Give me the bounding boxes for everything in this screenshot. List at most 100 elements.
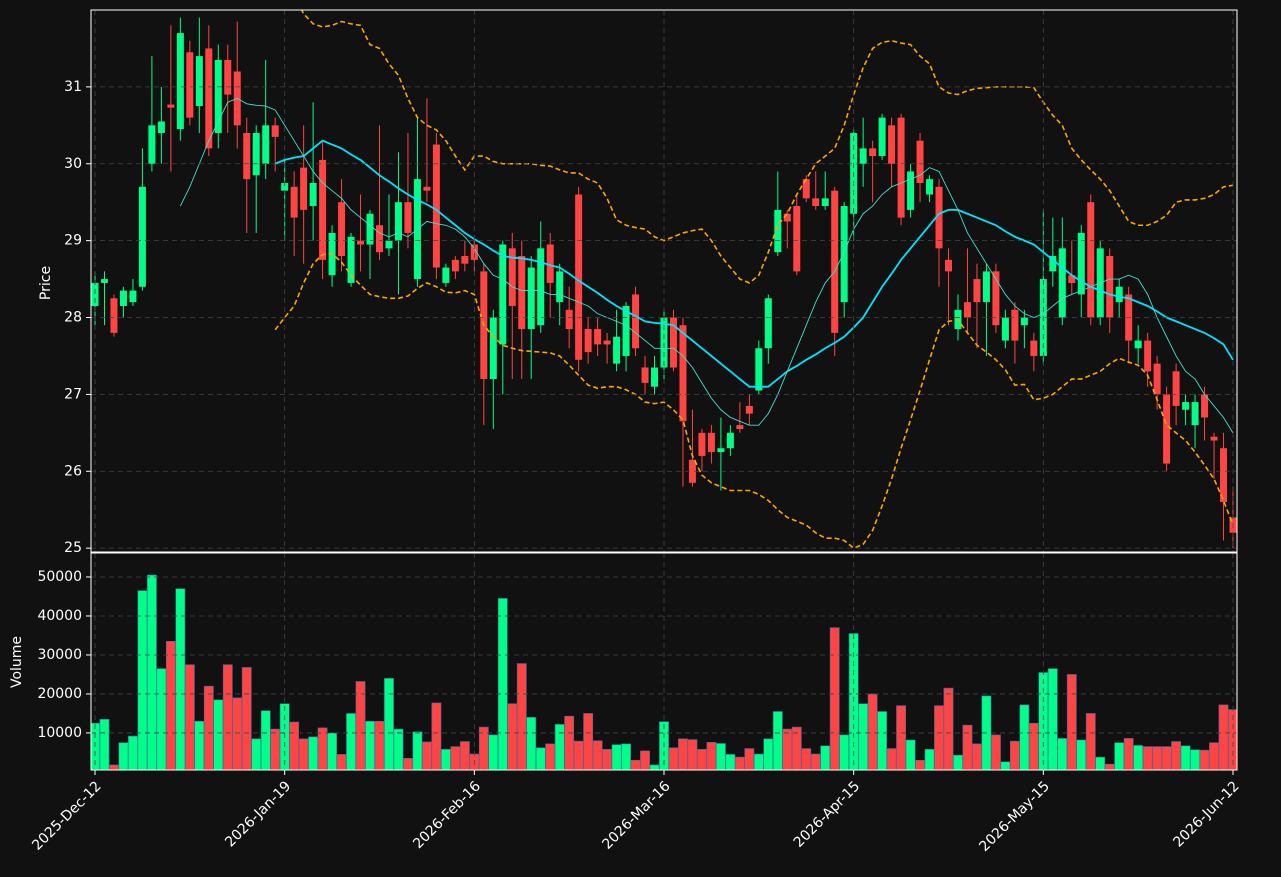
candle-body bbox=[859, 148, 867, 164]
volume-bar bbox=[905, 739, 916, 770]
volume-bar bbox=[649, 764, 660, 770]
volume-bar bbox=[459, 741, 470, 770]
candle-body bbox=[869, 148, 877, 157]
volume-bar bbox=[1028, 722, 1039, 770]
candle-body bbox=[148, 125, 156, 164]
y-axis-label: Price bbox=[38, 266, 54, 300]
price-frame bbox=[90, 9, 1238, 553]
volume-bar bbox=[1133, 745, 1144, 770]
candle-body bbox=[451, 259, 459, 272]
candle-body bbox=[546, 244, 554, 283]
y-tick-label: 30 bbox=[64, 156, 82, 172]
volume-bar bbox=[1076, 739, 1087, 770]
volume-bar bbox=[867, 693, 878, 770]
candle-body bbox=[973, 279, 981, 303]
volume-bar bbox=[308, 736, 319, 770]
volume-bar bbox=[128, 735, 138, 770]
volume-bar bbox=[602, 749, 612, 770]
candle-body bbox=[717, 448, 725, 453]
volume-bar bbox=[744, 748, 755, 770]
volume-bar bbox=[270, 728, 281, 770]
volume-bar bbox=[1095, 756, 1106, 770]
candle-body bbox=[347, 236, 355, 283]
candle-body bbox=[119, 290, 127, 306]
volume-bar bbox=[791, 726, 802, 770]
volume-bar bbox=[725, 754, 736, 770]
y-tick-label: 25 bbox=[64, 540, 82, 556]
volume-bar bbox=[374, 720, 385, 770]
volume-bar bbox=[924, 749, 935, 770]
candle-body bbox=[176, 33, 184, 130]
volume-bar bbox=[1218, 704, 1229, 770]
y-tick-label: 50000 bbox=[37, 569, 82, 585]
candle-body bbox=[100, 279, 108, 283]
candle-body bbox=[935, 186, 943, 249]
volume-bar bbox=[327, 732, 337, 770]
candle-body bbox=[1220, 448, 1228, 503]
candle-body bbox=[527, 267, 535, 330]
candle-body bbox=[252, 133, 260, 176]
candle-body bbox=[698, 432, 706, 456]
volume-bar bbox=[877, 711, 888, 770]
volume-bar bbox=[706, 742, 717, 770]
candle-body bbox=[1144, 340, 1152, 372]
candle-body bbox=[214, 59, 222, 134]
volume-bar bbox=[165, 641, 176, 770]
volume-bar bbox=[1057, 738, 1068, 770]
volume-bar bbox=[630, 759, 641, 770]
candle-body bbox=[1077, 232, 1085, 295]
candle-body bbox=[224, 59, 232, 95]
volume-bar bbox=[782, 728, 793, 770]
candle-body bbox=[1172, 371, 1180, 406]
volume-bar bbox=[222, 664, 233, 770]
candle-body bbox=[632, 294, 640, 349]
candle-body bbox=[916, 140, 924, 183]
candle-body bbox=[309, 182, 317, 207]
volume-bar bbox=[137, 590, 148, 770]
volume-bar bbox=[488, 734, 499, 770]
volume-bar bbox=[772, 711, 783, 770]
candle-body bbox=[812, 198, 820, 207]
candle-body bbox=[897, 117, 905, 218]
volume-bar bbox=[346, 713, 356, 770]
volume-bar bbox=[678, 738, 688, 770]
volume-bar bbox=[886, 748, 897, 770]
candle-body bbox=[366, 213, 374, 245]
volume-bar bbox=[801, 748, 812, 770]
volume-bar bbox=[1000, 761, 1011, 770]
volume-bar bbox=[820, 745, 831, 770]
candle-body bbox=[556, 271, 564, 303]
candle-body bbox=[110, 298, 118, 333]
candle-body bbox=[1030, 340, 1038, 356]
volume-bar bbox=[564, 715, 575, 770]
volume-bar bbox=[972, 743, 982, 770]
candle-body bbox=[1106, 256, 1114, 318]
candle-body bbox=[461, 256, 469, 264]
candle-body bbox=[1058, 248, 1066, 318]
band-line bbox=[274, 252, 1234, 550]
y-axis-label: Volume bbox=[9, 636, 25, 688]
volume-bar bbox=[934, 705, 944, 770]
candle-body bbox=[290, 186, 298, 218]
candle-body bbox=[1182, 402, 1190, 410]
volume-bar bbox=[858, 703, 869, 770]
candle-body bbox=[205, 48, 213, 149]
candle-body bbox=[129, 290, 137, 303]
candle-body bbox=[186, 52, 194, 118]
candle-body bbox=[1001, 317, 1009, 341]
volume-bar bbox=[763, 738, 774, 770]
volume-bar bbox=[668, 747, 679, 770]
candle-body bbox=[138, 186, 146, 287]
candle-body bbox=[707, 432, 715, 453]
volume-bar bbox=[592, 740, 603, 770]
volume-bar bbox=[1190, 749, 1200, 770]
candle-body bbox=[764, 298, 772, 349]
volume-bar bbox=[1066, 674, 1077, 770]
volume-bar bbox=[393, 728, 404, 770]
volume-bar bbox=[478, 726, 489, 770]
volume-bar bbox=[1104, 763, 1115, 770]
candle-body bbox=[603, 340, 611, 345]
volume-bar bbox=[336, 754, 347, 770]
volume-bar bbox=[545, 743, 556, 770]
volume-bar bbox=[147, 574, 157, 770]
